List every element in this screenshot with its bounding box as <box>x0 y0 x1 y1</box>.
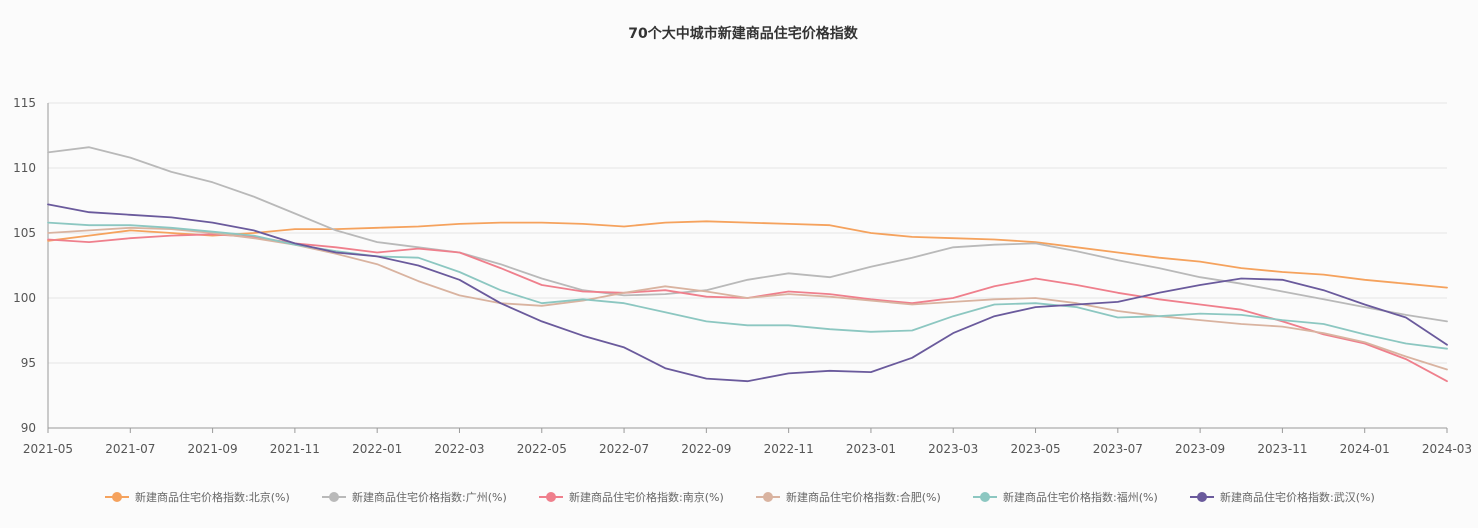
x-tick-label: 2021-11 <box>270 442 320 456</box>
legend-label: 新建商品住宅价格指数:广州(%) <box>352 490 507 504</box>
x-tick-label: 2022-07 <box>599 442 649 456</box>
series-line-6 <box>47 203 1448 383</box>
legend-label: 新建商品住宅价格指数:武汉(%) <box>1220 490 1375 504</box>
y-axis: 90 95 100 105 110 115 <box>13 96 49 435</box>
y-tick-label: 100 <box>13 291 36 305</box>
legend-marker <box>1197 492 1207 502</box>
legend: 新建商品住宅价格指数:北京(%) 新建商品住宅价格指数:广州(%) 新建商品住宅价格… <box>105 490 1375 504</box>
y-tick-label: 105 <box>13 226 36 240</box>
y-tick-label: 95 <box>21 356 36 370</box>
legend-item-4: 新建商品住宅价格指数:合肥(%) <box>756 490 941 504</box>
legend-label: 新建商品住宅价格指数:合肥(%) <box>786 490 941 504</box>
x-tick-label: 2022-05 <box>517 442 567 456</box>
legend-item-2: 新建商品住宅价格指数:广州(%) <box>322 490 507 504</box>
series-line-1 <box>47 220 1448 289</box>
x-tick-label: 2021-07 <box>105 442 155 456</box>
x-tick-label: 2023-11 <box>1257 442 1307 456</box>
x-tick-label: 2022-11 <box>764 442 814 456</box>
x-tick-label: 2022-01 <box>352 442 402 456</box>
series-lines <box>47 146 1448 383</box>
x-tick-label: 2023-07 <box>1093 442 1143 456</box>
legend-marker <box>329 492 339 502</box>
legend-item-6: 新建商品住宅价格指数:武汉(%) <box>1190 490 1375 504</box>
legend-marker <box>980 492 990 502</box>
legend-label: 新建商品住宅价格指数:北京(%) <box>135 490 290 504</box>
x-tick-label: 2024-01 <box>1340 442 1390 456</box>
y-tick-label: 110 <box>13 161 36 175</box>
legend-marker <box>112 492 122 502</box>
x-tick-label: 2021-05 <box>23 442 73 456</box>
x-tick-label: 2024-03 <box>1422 442 1472 456</box>
x-tick-label: 2023-03 <box>928 442 978 456</box>
x-tick-label: 2022-03 <box>434 442 484 456</box>
legend-item-1: 新建商品住宅价格指数:北京(%) <box>105 490 290 504</box>
series-line-5 <box>47 221 1448 350</box>
legend-label: 新建商品住宅价格指数:福州(%) <box>1003 490 1158 504</box>
x-tick-label: 2021-09 <box>188 442 238 456</box>
legend-marker <box>763 492 773 502</box>
x-tick-label: 2023-05 <box>1010 442 1060 456</box>
legend-item-5: 新建商品住宅价格指数:福州(%) <box>973 490 1158 504</box>
legend-label: 新建商品住宅价格指数:南京(%) <box>569 490 724 504</box>
legend-marker <box>546 492 556 502</box>
x-tick-label: 2023-01 <box>846 442 896 456</box>
chart-title: 70个大中城市新建商品住宅价格指数 <box>628 25 858 42</box>
x-axis: 2021-05 2021-07 2021-09 2021-11 2022-01 2022-… <box>23 428 1472 456</box>
legend-item-3: 新建商品住宅价格指数:南京(%) <box>539 490 724 504</box>
y-tick-label: 115 <box>13 96 36 110</box>
x-tick-label: 2023-09 <box>1175 442 1225 456</box>
series-line-2 <box>47 146 1448 323</box>
y-tick-label: 90 <box>21 421 36 435</box>
x-tick-label: 2022-09 <box>681 442 731 456</box>
